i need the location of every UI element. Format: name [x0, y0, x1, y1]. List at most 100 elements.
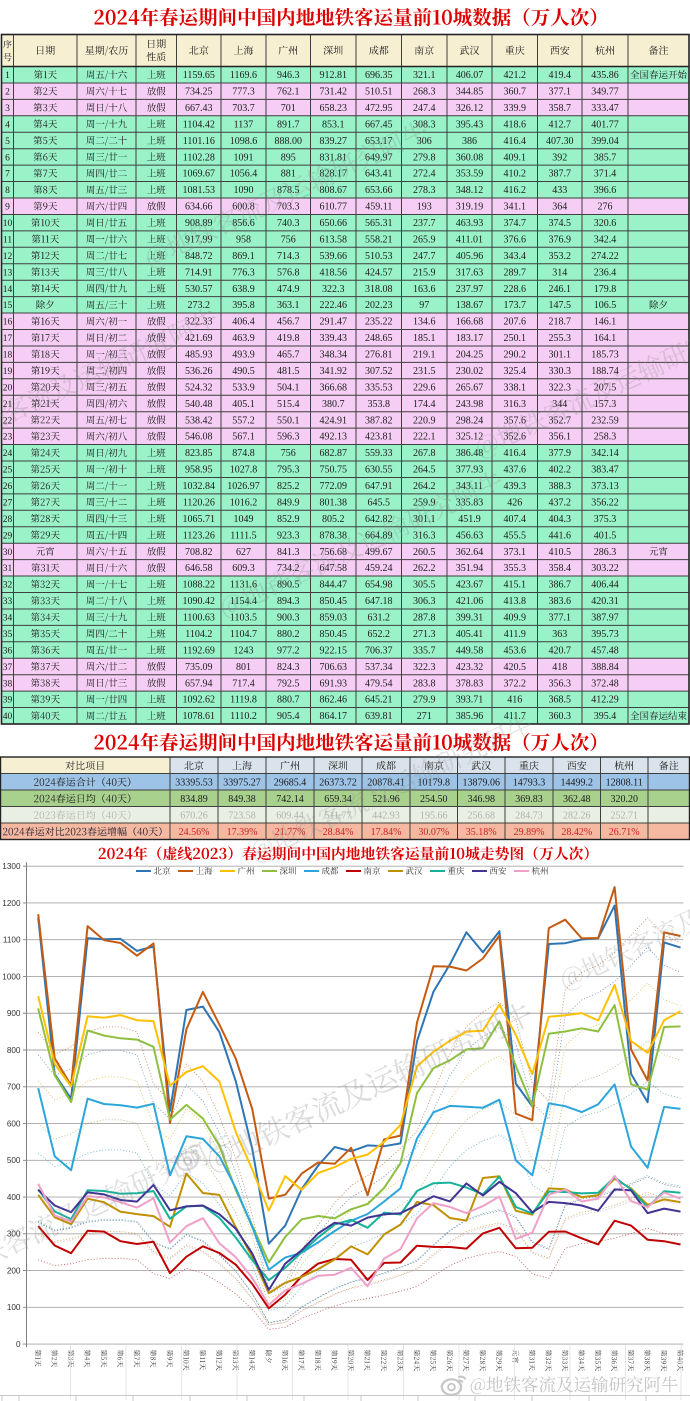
- svg-text:399.04: 399.04: [591, 136, 619, 147]
- svg-text:708.82: 708.82: [185, 547, 213, 558]
- svg-text:371.4: 371.4: [594, 169, 617, 180]
- svg-text:646.58: 646.58: [185, 563, 213, 574]
- svg-text:237.7: 237.7: [413, 218, 436, 229]
- svg-text:524.32: 524.32: [185, 382, 213, 393]
- svg-text:386.48: 386.48: [456, 448, 484, 459]
- svg-text:319.19: 319.19: [456, 202, 484, 213]
- svg-text:426: 426: [507, 498, 522, 509]
- svg-text:256.68: 256.68: [467, 811, 495, 822]
- svg-text:215.9: 215.9: [413, 267, 436, 278]
- svg-text:828.17: 828.17: [319, 169, 347, 180]
- svg-text:1111.5: 1111.5: [230, 530, 256, 541]
- svg-text:642.82: 642.82: [365, 514, 393, 525]
- svg-text:284.73: 284.73: [515, 811, 543, 822]
- svg-text:5: 5: [5, 137, 10, 147]
- svg-text:230.02: 230.02: [456, 366, 484, 377]
- svg-text:369.83: 369.83: [515, 794, 543, 805]
- svg-text:1103.5: 1103.5: [230, 613, 257, 624]
- svg-text:12808.11: 12808.11: [606, 778, 643, 789]
- svg-text:515.4: 515.4: [277, 399, 300, 410]
- svg-text:409.1: 409.1: [504, 152, 527, 163]
- svg-text:166.68: 166.68: [456, 317, 484, 328]
- svg-text:559.33: 559.33: [365, 448, 393, 459]
- svg-text:723.58: 723.58: [228, 811, 256, 822]
- svg-text:207.5: 207.5: [594, 382, 617, 393]
- svg-text:849.38: 849.38: [228, 794, 256, 805]
- svg-text:362.48: 362.48: [563, 794, 591, 805]
- svg-text:538.42: 538.42: [185, 415, 213, 426]
- svg-text:138.67: 138.67: [456, 300, 484, 311]
- svg-text:539.66: 539.66: [319, 251, 347, 262]
- svg-text:373.1: 373.1: [504, 547, 527, 558]
- svg-text:1154.4: 1154.4: [230, 596, 257, 607]
- svg-text:1123.26: 1123.26: [183, 530, 215, 541]
- svg-text:353.59: 353.59: [456, 169, 484, 180]
- svg-text:35: 35: [3, 630, 13, 640]
- svg-text:318.08: 318.08: [365, 284, 393, 295]
- svg-text:272.4: 272.4: [413, 169, 436, 180]
- svg-text:10179.8: 10179.8: [418, 778, 451, 789]
- svg-text:36: 36: [3, 646, 13, 656]
- svg-text:631.2: 631.2: [368, 613, 391, 624]
- svg-text:353.8: 353.8: [368, 399, 391, 410]
- svg-text:12: 12: [3, 252, 13, 262]
- svg-text:652.2: 652.2: [368, 629, 391, 640]
- svg-text:202.23: 202.23: [365, 300, 393, 311]
- svg-text:437.6: 437.6: [504, 465, 527, 476]
- svg-text:248.65: 248.65: [365, 333, 393, 344]
- svg-text:890.5: 890.5: [277, 580, 300, 591]
- svg-text:492.13: 492.13: [319, 432, 347, 443]
- svg-text:859.03: 859.03: [319, 613, 347, 624]
- svg-text:395.4: 395.4: [594, 711, 617, 722]
- svg-text:13879.06: 13879.06: [462, 778, 500, 789]
- svg-text:179.8: 179.8: [594, 284, 617, 295]
- svg-text:795.3: 795.3: [277, 465, 300, 476]
- svg-text:463.93: 463.93: [456, 218, 484, 229]
- svg-text:33: 33: [3, 597, 13, 607]
- svg-text:353.2: 353.2: [549, 251, 572, 262]
- svg-text:260.5: 260.5: [413, 547, 436, 558]
- svg-text:455.5: 455.5: [504, 530, 527, 541]
- svg-text:33395.53: 33395.53: [175, 778, 213, 789]
- svg-text:4: 4: [5, 120, 10, 130]
- svg-text:348.12: 348.12: [456, 185, 484, 196]
- svg-text:322.3: 322.3: [322, 284, 345, 295]
- svg-text:29685.4: 29685.4: [274, 778, 307, 789]
- svg-text:282.26: 282.26: [563, 811, 591, 822]
- svg-text:344.85: 344.85: [456, 87, 484, 98]
- svg-text:330.3: 330.3: [549, 366, 572, 377]
- svg-text:265.67: 265.67: [456, 382, 484, 393]
- svg-text:742.14: 742.14: [276, 794, 304, 805]
- svg-text:706.63: 706.63: [319, 662, 347, 673]
- svg-text:805.2: 805.2: [322, 514, 345, 525]
- svg-text:499.67: 499.67: [365, 547, 393, 558]
- svg-text:852.9: 852.9: [277, 514, 300, 525]
- svg-text:419.4: 419.4: [549, 70, 572, 81]
- svg-text:420.5: 420.5: [504, 662, 527, 673]
- svg-text:395.8: 395.8: [232, 300, 255, 311]
- svg-text:243.98: 243.98: [456, 399, 484, 410]
- svg-text:30.07%: 30.07%: [418, 827, 449, 838]
- svg-text:878.38: 878.38: [319, 530, 347, 541]
- svg-text:28.42%: 28.42%: [561, 827, 592, 838]
- svg-text:322.33: 322.33: [185, 317, 213, 328]
- svg-text:28.84%: 28.84%: [323, 827, 354, 838]
- svg-text:1078.61: 1078.61: [183, 711, 216, 722]
- svg-text:380.7: 380.7: [322, 399, 345, 410]
- svg-text:283.8: 283.8: [413, 678, 436, 689]
- svg-text:39: 39: [3, 696, 13, 706]
- svg-text:308.3: 308.3: [413, 119, 436, 130]
- svg-text:19: 19: [3, 367, 13, 377]
- svg-text:355.3: 355.3: [504, 563, 527, 574]
- svg-text:557.2: 557.2: [232, 415, 255, 426]
- svg-text:420.7: 420.7: [549, 645, 572, 656]
- svg-text:1091: 1091: [234, 152, 254, 163]
- svg-text:634.66: 634.66: [185, 202, 213, 213]
- svg-text:423.32: 423.32: [456, 662, 484, 673]
- svg-text:410.2: 410.2: [504, 169, 527, 180]
- svg-text:173.7: 173.7: [504, 300, 527, 311]
- svg-text:459.11: 459.11: [365, 202, 392, 213]
- svg-text:696.35: 696.35: [365, 70, 393, 81]
- svg-text:472.95: 472.95: [365, 103, 393, 114]
- svg-text:377.1: 377.1: [549, 613, 572, 624]
